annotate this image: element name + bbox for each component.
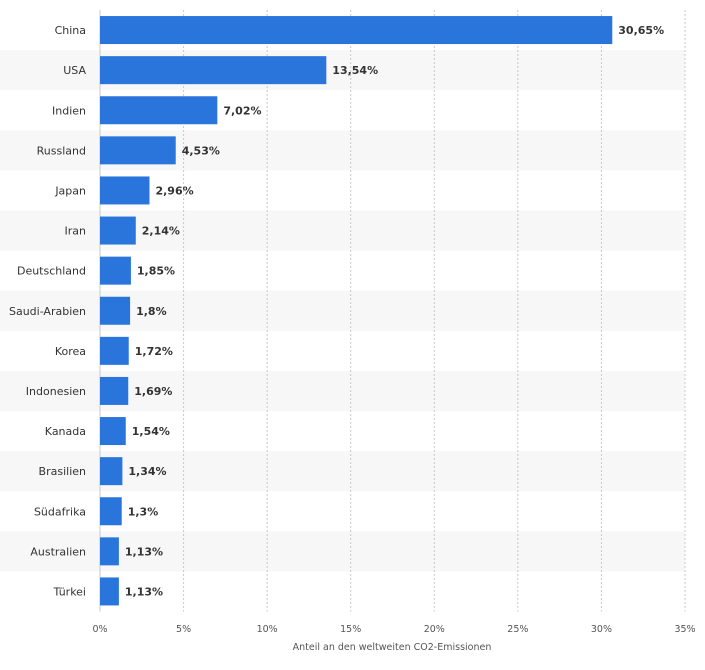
category-label: Australien [30, 545, 86, 558]
bar[interactable] [100, 577, 119, 606]
category-label: Indien [52, 104, 86, 117]
data-label: 2,96% [155, 184, 193, 197]
bar[interactable] [100, 96, 218, 125]
category-label: Südafrika [34, 505, 86, 518]
data-label: 2,14% [142, 225, 180, 238]
x-axis-title: Anteil an den weltweiten CO2-Emissionen [293, 642, 492, 653]
x-tick-label: 10% [257, 624, 278, 635]
x-axis-ticks: 0% 5% 10% 15% 20% 25% 30% 35% [92, 624, 695, 635]
data-label: 1,13% [125, 545, 163, 558]
data-label: 7,02% [223, 104, 261, 117]
category-label: China [55, 24, 86, 37]
data-label: 1,34% [128, 465, 166, 478]
data-label: 4,53% [182, 144, 220, 157]
bar[interactable] [100, 376, 129, 405]
data-label: 1,3% [128, 505, 159, 518]
category-label: Türkei [52, 585, 86, 598]
bar[interactable] [100, 537, 119, 566]
data-label: 1,69% [134, 385, 172, 398]
category-label: Saudi-Arabien [9, 305, 86, 318]
bar[interactable] [100, 497, 122, 526]
bar[interactable] [100, 56, 327, 85]
category-label: Indonesien [26, 385, 86, 398]
data-label: 1,54% [132, 425, 170, 438]
category-label: Iran [65, 225, 87, 238]
bar[interactable] [100, 296, 131, 325]
x-tick-label: 30% [591, 624, 612, 635]
x-tick-label: 20% [424, 624, 445, 635]
data-label: 1,72% [135, 345, 173, 358]
category-label: Russland [37, 144, 86, 157]
x-tick-label: 15% [340, 624, 361, 635]
category-label: Korea [55, 345, 86, 358]
category-label: Deutschland [17, 265, 86, 278]
bar[interactable] [100, 16, 613, 45]
category-label: USA [63, 64, 86, 77]
category-labels: China USA Indien Russland Japan Iran Deutschla… [9, 24, 87, 598]
x-tick-label: 25% [507, 624, 528, 635]
data-label: 1,13% [125, 585, 163, 598]
bar[interactable] [100, 136, 176, 165]
x-tick-label: 5% [176, 624, 191, 635]
bar[interactable] [100, 176, 150, 205]
data-label: 1,8% [136, 305, 167, 318]
data-label: 30,65% [618, 24, 664, 37]
x-tick-label: 0% [92, 624, 107, 635]
category-label: Kanada [45, 425, 86, 438]
category-label: Japan [54, 184, 86, 197]
x-tick-label: 35% [674, 624, 695, 635]
bar[interactable] [100, 457, 123, 486]
bar[interactable] [100, 256, 131, 285]
data-label: 13,54% [332, 64, 378, 77]
bars-group [100, 16, 613, 606]
category-label: Brasilien [39, 465, 86, 478]
bar[interactable] [100, 216, 136, 245]
bar[interactable] [100, 336, 129, 365]
bar[interactable] [100, 417, 126, 446]
value-labels: 30,65% 13,54% 7,02% 4,53% 2,96% 2,14% 1,85% 1,8… [125, 24, 664, 598]
data-label: 1,85% [137, 265, 175, 278]
